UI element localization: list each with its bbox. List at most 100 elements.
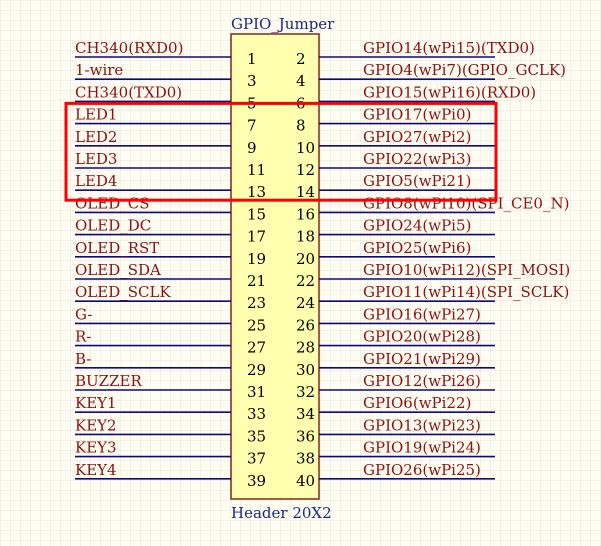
left-net-label: CH340(TXD0) <box>75 83 182 101</box>
pin-row: KEY2 GPIO13(wPi23) 35 36 <box>75 416 495 445</box>
left-pin-number: 33 <box>247 405 266 423</box>
right-pin-number: 32 <box>296 383 315 401</box>
left-net-label: KEY1 <box>75 394 117 412</box>
right-net-label: GPIO19(wPi24) <box>363 439 481 457</box>
right-net-label: GPIO13(wPi23) <box>363 416 481 434</box>
left-pin-number: 13 <box>247 183 266 201</box>
left-pin-number: 29 <box>247 361 266 379</box>
left-net-label: CH340(RXD0) <box>75 39 183 57</box>
right-net-label: GPIO17(wPi0) <box>363 106 471 124</box>
pin-row: R- GPIO20(wPi28) 27 28 <box>75 328 495 357</box>
right-net-label: GPIO12(wPi26) <box>363 372 481 390</box>
right-net-label: GPIO4(wPi7)(GPIO_GCLK) <box>363 61 566 79</box>
right-pin-number: 28 <box>296 339 315 357</box>
left-pin-number: 21 <box>247 272 266 290</box>
right-net-label: GPIO16(wPi27) <box>363 305 481 323</box>
right-pin-number: 8 <box>296 117 306 135</box>
left-pin-number: 23 <box>247 294 266 312</box>
right-pin-number: 24 <box>296 294 315 312</box>
left-net-label: KEY4 <box>75 461 117 479</box>
right-pin-number: 14 <box>296 183 315 201</box>
right-net-label: GPIO15(wPi16)(RXD0) <box>363 83 536 101</box>
pin-rows: CH340(RXD0) GPIO14(wPi15)(TXD0)1 21-wire GP… <box>75 39 570 490</box>
pin-row: OLED_RST GPIO25(wPi6) 19 20 <box>75 239 495 268</box>
left-pin-number: 15 <box>247 205 266 223</box>
right-net-label: GPIO10(wPi12)(SPI_MOSI) <box>363 261 570 279</box>
pin-row: B- GPIO21(wPi29) 29 30 <box>75 350 495 379</box>
header-body <box>230 33 320 500</box>
right-net-label: GPIO25(wPi6) <box>363 239 471 257</box>
left-net-label: 1-wire <box>75 61 123 79</box>
left-pin-number: 1 <box>247 50 257 68</box>
right-net-label: GPIO27(wPi2) <box>363 128 471 146</box>
pin-row: CH340(RXD0) GPIO14(wPi15)(TXD0) 1 2 <box>75 39 535 68</box>
right-net-label: GPIO5(wPi21) <box>363 172 471 190</box>
left-pin-number: 31 <box>247 383 266 401</box>
left-pin-number: 11 <box>247 161 266 179</box>
right-pin-number: 40 <box>296 472 315 490</box>
pin-row: LED4 GPIO5(wPi21) 13 14 <box>75 172 495 201</box>
right-pin-number: 36 <box>296 427 315 445</box>
right-net-label: GPIO20(wPi28) <box>363 328 481 346</box>
left-pin-number: 9 <box>247 139 257 157</box>
pin-row: 1-wire GPIO4(wPi7)(GPIO_GCLK) 3 4 <box>75 61 566 90</box>
right-pin-number: 26 <box>296 316 315 334</box>
pin-row: OLED_SDA GPIO10(wPi12)(SPI_MOSI) 21 22 <box>75 261 570 290</box>
highlight-box <box>64 101 498 202</box>
pin-row: KEY4 GPIO26(wPi25) 39 40 <box>75 461 495 490</box>
left-pin-number: 39 <box>247 472 266 490</box>
left-net-label: OLED_RST <box>75 239 159 257</box>
right-pin-number: 18 <box>296 228 315 246</box>
left-net-label: LED2 <box>75 128 117 146</box>
left-pin-number: 17 <box>247 228 266 246</box>
left-net-label: KEY3 <box>75 439 117 457</box>
right-pin-number: 22 <box>296 272 315 290</box>
right-pin-number: 20 <box>296 250 315 268</box>
right-pin-number: 38 <box>296 450 315 468</box>
pin-row: LED1 GPIO17(wPi0) 7 8 <box>75 106 495 135</box>
right-pin-number: 10 <box>296 139 315 157</box>
right-pin-number: 30 <box>296 361 315 379</box>
left-net-label: KEY2 <box>75 416 117 434</box>
right-net-label: GPIO8(wPi10)(SPI_CE0_N) <box>363 194 569 212</box>
left-net-label: G- <box>75 305 92 323</box>
left-net-label: R- <box>75 328 91 346</box>
left-pin-number: 3 <box>247 72 257 90</box>
left-pin-number: 25 <box>247 316 266 334</box>
right-net-label: GPIO21(wPi29) <box>363 350 481 368</box>
left-net-label: B- <box>75 350 91 368</box>
right-pin-number: 2 <box>296 50 306 68</box>
right-pin-number: 34 <box>296 405 315 423</box>
pin-row: OLED_DC GPIO24(wPi5) 17 18 <box>75 217 495 246</box>
component-designator: GPIO_Jumper <box>231 15 335 33</box>
pin-row: KEY3 GPIO19(wPi24) 37 38 <box>75 439 495 468</box>
pin-row: KEY1 GPIO6(wPi22) 33 34 <box>75 394 495 423</box>
left-net-label: OLED_DC <box>75 217 151 235</box>
pin-row: OLED_SCLK GPIO11(wPi14)(SPI_SCLK) 23 24 <box>75 283 569 312</box>
right-net-label: GPIO14(wPi15)(TXD0) <box>363 39 535 57</box>
right-pin-number: 4 <box>296 72 306 90</box>
right-net-label: GPIO22(wPi3) <box>363 150 471 168</box>
left-net-label: LED4 <box>75 172 117 190</box>
left-net-label: OLED_SCLK <box>75 283 171 301</box>
left-pin-number: 27 <box>247 339 266 357</box>
left-net-label: OLED_SDA <box>75 261 161 279</box>
left-pin-number: 7 <box>247 117 257 135</box>
right-net-label: GPIO24(wPi5) <box>363 217 471 235</box>
right-net-label: GPIO6(wPi22) <box>363 394 471 412</box>
left-net-label: BUZZER <box>75 372 142 390</box>
left-pin-number: 37 <box>247 450 266 468</box>
left-net-label: LED1 <box>75 106 117 124</box>
left-pin-number: 35 <box>247 427 266 445</box>
left-pin-number: 19 <box>247 250 266 268</box>
right-net-label: GPIO11(wPi14)(SPI_SCLK) <box>363 283 569 301</box>
component-footprint: Header 20X2 <box>231 504 332 522</box>
pin-row: LED3 GPIO22(wPi3) 11 12 <box>75 150 495 179</box>
right-net-label: GPIO26(wPi25) <box>363 461 481 479</box>
left-net-label: LED3 <box>75 150 117 168</box>
right-pin-number: 16 <box>296 205 315 223</box>
right-pin-number: 12 <box>296 161 315 179</box>
pin-row: LED2 GPIO27(wPi2) 9 10 <box>75 128 495 157</box>
pin-row: BUZZER GPIO12(wPi26) 31 32 <box>75 372 495 401</box>
